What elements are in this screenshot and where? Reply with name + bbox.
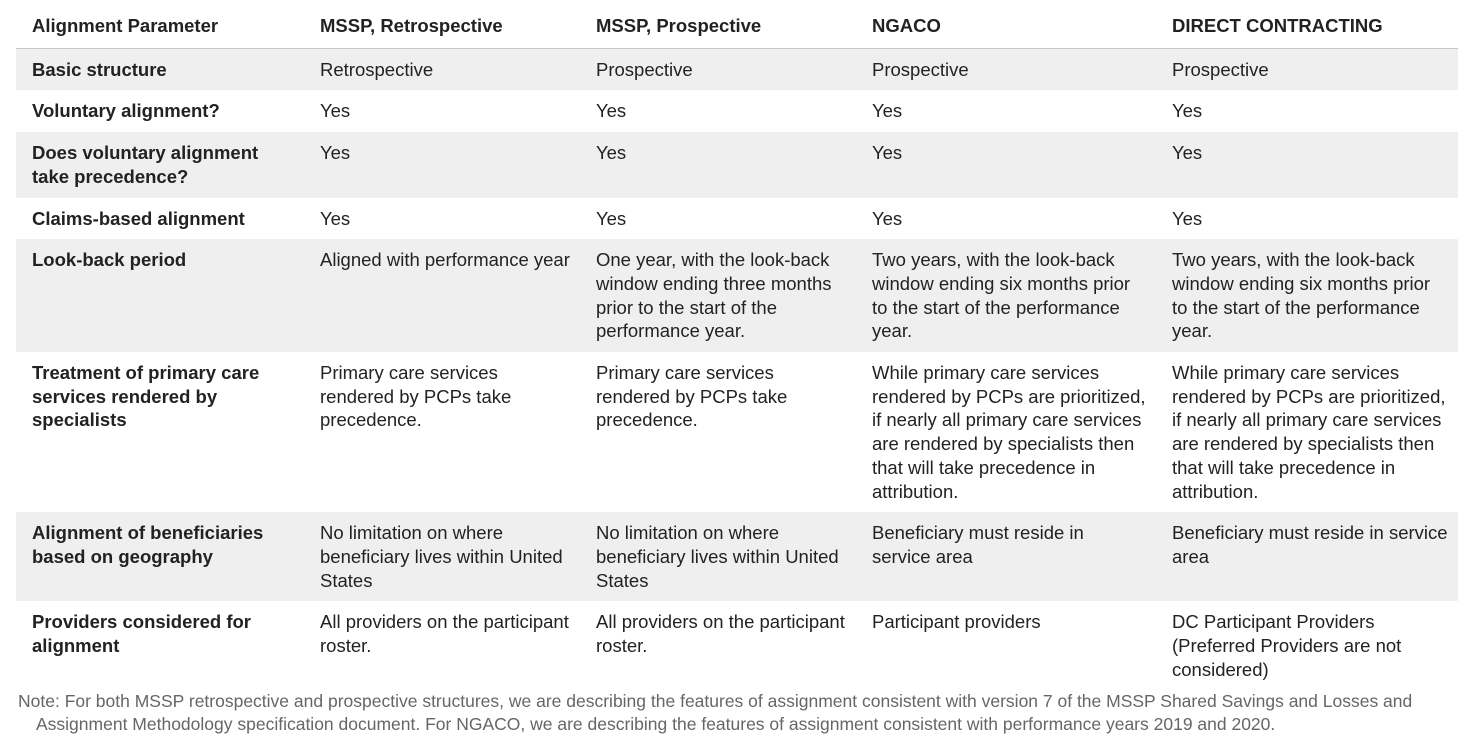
table-row: Treatment of primary care services rende… <box>16 352 1458 512</box>
table-cell: No limitation on where beneficiary lives… <box>596 522 839 591</box>
table-cell: Two years, with the look-back window end… <box>872 249 1131 342</box>
table-cell: One year, with the look-back window endi… <box>596 249 832 342</box>
table-cell: DC Participant Providers (Preferred Prov… <box>1172 611 1402 680</box>
alignment-comparison-table: Alignment Parameter MSSP, Retrospective … <box>16 0 1458 690</box>
table-header-row: Alignment Parameter MSSP, Retrospective … <box>16 0 1458 49</box>
row-label: Look-back period <box>32 249 187 271</box>
footnote-text: Note: For both MSSP retrospective and pr… <box>18 691 1413 734</box>
table-cell: Yes <box>1172 207 1203 229</box>
table-row: Does voluntary alignment take precedence… <box>16 132 1458 198</box>
table-row: Look-back period Aligned with performanc… <box>16 239 1458 353</box>
table-cell: While primary care services rendered by … <box>1172 362 1446 502</box>
row-label: Voluntary alignment? <box>32 100 220 122</box>
table-cell: Primary care services rendered by PCPs t… <box>320 362 512 431</box>
table-cell: Retrospective <box>320 58 434 80</box>
table-cell: No limitation on where beneficiary lives… <box>320 522 563 591</box>
table-row: Voluntary alignment? Yes Yes Yes Yes <box>16 90 1458 132</box>
header-direct-contracting: DIRECT CONTRACTING <box>1172 15 1383 36</box>
header-mssp-retrospective: MSSP, Retrospective <box>320 15 503 36</box>
table-cell: Yes <box>596 142 627 164</box>
comparison-table-container: Alignment Parameter MSSP, Retrospective … <box>16 0 1458 690</box>
row-label: Alignment of beneficiaries based on geog… <box>32 522 264 567</box>
table-row: Basic structure Retrospective Prospectiv… <box>16 48 1458 91</box>
table-cell: Two years, with the look-back window end… <box>1172 249 1431 342</box>
row-label: Providers considered for alignment <box>32 611 251 657</box>
table-cell: All providers on the participant roster. <box>596 611 845 657</box>
table-cell: While primary care services rendered by … <box>872 362 1146 502</box>
table-cell: Prospective <box>872 58 969 80</box>
table-cell: Yes <box>872 207 903 229</box>
table-cell: Yes <box>596 207 627 229</box>
table-row: Alignment of beneficiaries based on geog… <box>16 512 1458 602</box>
table-cell: Yes <box>596 100 627 122</box>
header-alignment-parameter: Alignment Parameter <box>32 15 219 36</box>
table-cell: Yes <box>1172 142 1203 164</box>
table-cell: Primary care services rendered by PCPs t… <box>596 362 788 431</box>
table-cell: Yes <box>320 100 351 122</box>
table-cell: Yes <box>320 142 351 164</box>
table-cell: All providers on the participant roster. <box>320 611 569 657</box>
table-cell: Yes <box>872 100 903 122</box>
table-cell: Beneficiary must reside in service area <box>1172 522 1448 567</box>
table-cell: Prospective <box>1172 58 1269 80</box>
header-mssp-prospective: MSSP, Prospective <box>596 15 762 36</box>
footnote: Note: For both MSSP retrospective and pr… <box>18 690 1458 736</box>
header-ngaco: NGACO <box>872 15 941 36</box>
row-label: Treatment of primary care services rende… <box>32 362 260 431</box>
table-cell: Aligned with performance year <box>320 249 570 271</box>
table-cell: Yes <box>1172 100 1203 122</box>
table-cell: Participant providers <box>872 611 1041 633</box>
table-row: Claims-based alignment Yes Yes Yes Yes <box>16 198 1458 240</box>
row-label: Does voluntary alignment take precedence… <box>32 142 259 187</box>
table-cell: Beneficiary must reside in service area <box>872 522 1084 567</box>
row-label: Claims-based alignment <box>32 207 245 229</box>
table-cell: Yes <box>872 142 903 164</box>
row-label: Basic structure <box>32 58 167 80</box>
table-row: Providers considered for alignment All p… <box>16 601 1458 690</box>
table-cell: Yes <box>320 207 351 229</box>
table-cell: Prospective <box>596 58 693 80</box>
